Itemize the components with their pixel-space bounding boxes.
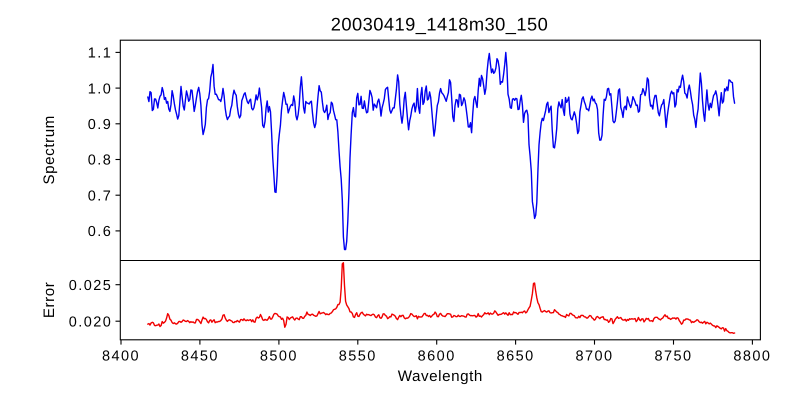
svg-text:Wavelength: Wavelength [398, 368, 483, 385]
svg-text:Spectrum: Spectrum [41, 115, 58, 184]
svg-text:0.020: 0.020 [69, 314, 113, 330]
svg-text:8400: 8400 [102, 349, 140, 365]
svg-text:Error: Error [41, 282, 58, 319]
svg-text:0.6: 0.6 [88, 224, 113, 240]
svg-text:20030419_1418m30_150: 20030419_1418m30_150 [331, 14, 548, 35]
svg-text:8650: 8650 [497, 349, 535, 365]
svg-text:8800: 8800 [733, 349, 771, 365]
svg-text:8700: 8700 [575, 349, 613, 365]
svg-text:8550: 8550 [339, 349, 377, 365]
svg-text:1.1: 1.1 [88, 46, 113, 62]
svg-text:1.0: 1.0 [88, 81, 113, 97]
svg-text:8500: 8500 [260, 349, 298, 365]
svg-text:8750: 8750 [654, 349, 692, 365]
svg-text:0.8: 0.8 [88, 153, 113, 169]
svg-text:0.025: 0.025 [69, 278, 113, 294]
svg-text:8450: 8450 [181, 349, 219, 365]
svg-text:8600: 8600 [418, 349, 456, 365]
svg-text:0.7: 0.7 [88, 188, 113, 204]
svg-text:0.9: 0.9 [88, 117, 113, 133]
